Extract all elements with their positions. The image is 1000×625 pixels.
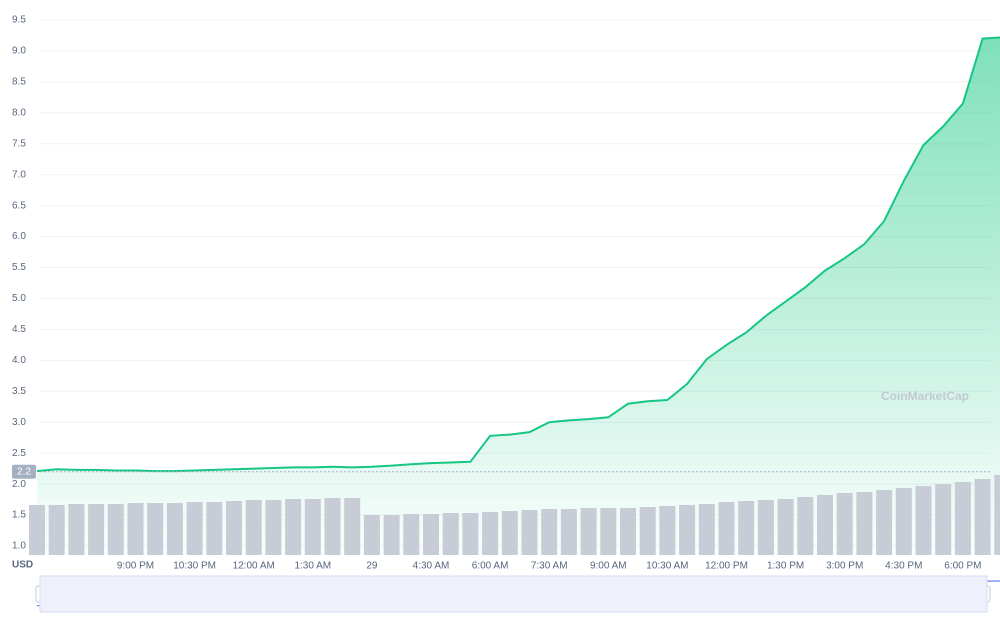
volume-bar (954, 482, 971, 555)
x-tick-label: 6:00 AM (472, 561, 509, 572)
volume-bar (915, 486, 932, 555)
volume-bar (127, 503, 144, 555)
x-tick-label: 9:00 AM (590, 561, 627, 572)
y-tick-label: 7.0 (12, 169, 26, 180)
volume-bar (994, 475, 1000, 555)
y-tick-label: 8.0 (12, 107, 26, 118)
y-tick-label: 4.0 (12, 355, 26, 366)
volume-bar (738, 501, 755, 555)
volume-bar (107, 504, 124, 555)
volume-bar (363, 515, 380, 555)
y-tick-label: 6.0 (12, 231, 26, 242)
volume-bar (166, 503, 183, 555)
y-tick-label: 1.5 (12, 510, 26, 521)
y-tick-label: 9.0 (12, 46, 26, 57)
volume-bar (698, 504, 715, 555)
y-tick-label: 7.5 (12, 138, 26, 149)
volume-bar (639, 507, 656, 555)
y-tick-label: 4.5 (12, 324, 26, 335)
volume-bar (226, 501, 242, 555)
x-tick-label: 10:30 PM (173, 561, 216, 572)
volume-bar (147, 503, 164, 555)
volume-bar (403, 514, 420, 555)
volume-bar (620, 508, 636, 555)
volume-bar (48, 505, 65, 555)
unit-label: USD (12, 560, 33, 571)
volume-bar (895, 488, 912, 555)
navigator[interactable] (39, 575, 988, 613)
price-area (37, 37, 1000, 555)
y-tick-label: 5.0 (12, 293, 26, 304)
volume-bar (383, 515, 400, 555)
volume-bar (186, 502, 203, 555)
volume-bar (777, 499, 794, 555)
volume-bar (560, 509, 577, 555)
y-tick-label: 2.0 (12, 479, 26, 490)
volume-bar (580, 508, 597, 555)
volume-bar (423, 514, 439, 555)
volume-bar (541, 509, 558, 555)
x-tick-label: 29 (366, 561, 378, 572)
volume-bar (482, 512, 499, 555)
x-tick-label: 9:00 PM (117, 561, 154, 572)
watermark: CoinMarketCap (881, 389, 969, 403)
volume-bar (836, 493, 853, 555)
volume-bar (718, 502, 735, 555)
x-tick-label: 10:30 AM (646, 561, 688, 572)
price-line (36, 36, 1000, 473)
volume-bar (29, 505, 45, 555)
volume-bar (501, 511, 518, 555)
x-tick-label: 3:00 PM (826, 561, 863, 572)
x-tick-label: 12:00 PM (705, 561, 748, 572)
volume-bar (797, 497, 814, 555)
volume-bar (344, 498, 361, 555)
volume-bar (974, 479, 991, 555)
x-tick-label: 1:30 AM (294, 561, 331, 572)
y-tick-label: 2.5 (12, 448, 26, 459)
volume-bar (324, 498, 341, 555)
volume-bar (285, 499, 302, 555)
reference-label: 2.2 (17, 466, 31, 477)
y-tick-label: 9.5 (12, 15, 26, 26)
reference-tag (12, 464, 36, 479)
y-tick-label: 5.5 (12, 262, 26, 273)
y-tick-label: 8.5 (12, 77, 26, 88)
volume-bar (856, 492, 873, 555)
volume-bar (206, 502, 223, 555)
volume-bar (245, 500, 262, 555)
volume-bar (265, 500, 282, 555)
y-tick-label: 3.5 (12, 386, 26, 397)
x-tick-label: 4:30 PM (885, 561, 922, 572)
volume-bar (462, 513, 479, 555)
volume-bar (600, 508, 617, 555)
volume-bar (442, 513, 459, 555)
volume-bar (935, 484, 952, 555)
volume-bar (521, 510, 538, 555)
x-tick-label: 1:30 PM (767, 561, 804, 572)
volume-bar (876, 490, 893, 555)
volume-bar (817, 495, 833, 555)
volume-bar (659, 506, 676, 555)
volume-bar (757, 500, 774, 555)
x-tick-label: 6:00 PM (944, 561, 981, 572)
volume-bar (88, 504, 105, 555)
x-tick-label: 7:30 AM (531, 561, 568, 572)
y-tick-label: 3.0 (12, 417, 26, 428)
volume-bar (679, 505, 696, 555)
x-tick-label: 4:30 AM (413, 561, 450, 572)
volume-bar (304, 499, 321, 555)
y-tick-label: 6.5 (12, 200, 26, 211)
y-tick-label: 1.0 (12, 541, 26, 552)
volume-bar (68, 504, 85, 555)
x-tick-label: 12:00 AM (233, 561, 275, 572)
